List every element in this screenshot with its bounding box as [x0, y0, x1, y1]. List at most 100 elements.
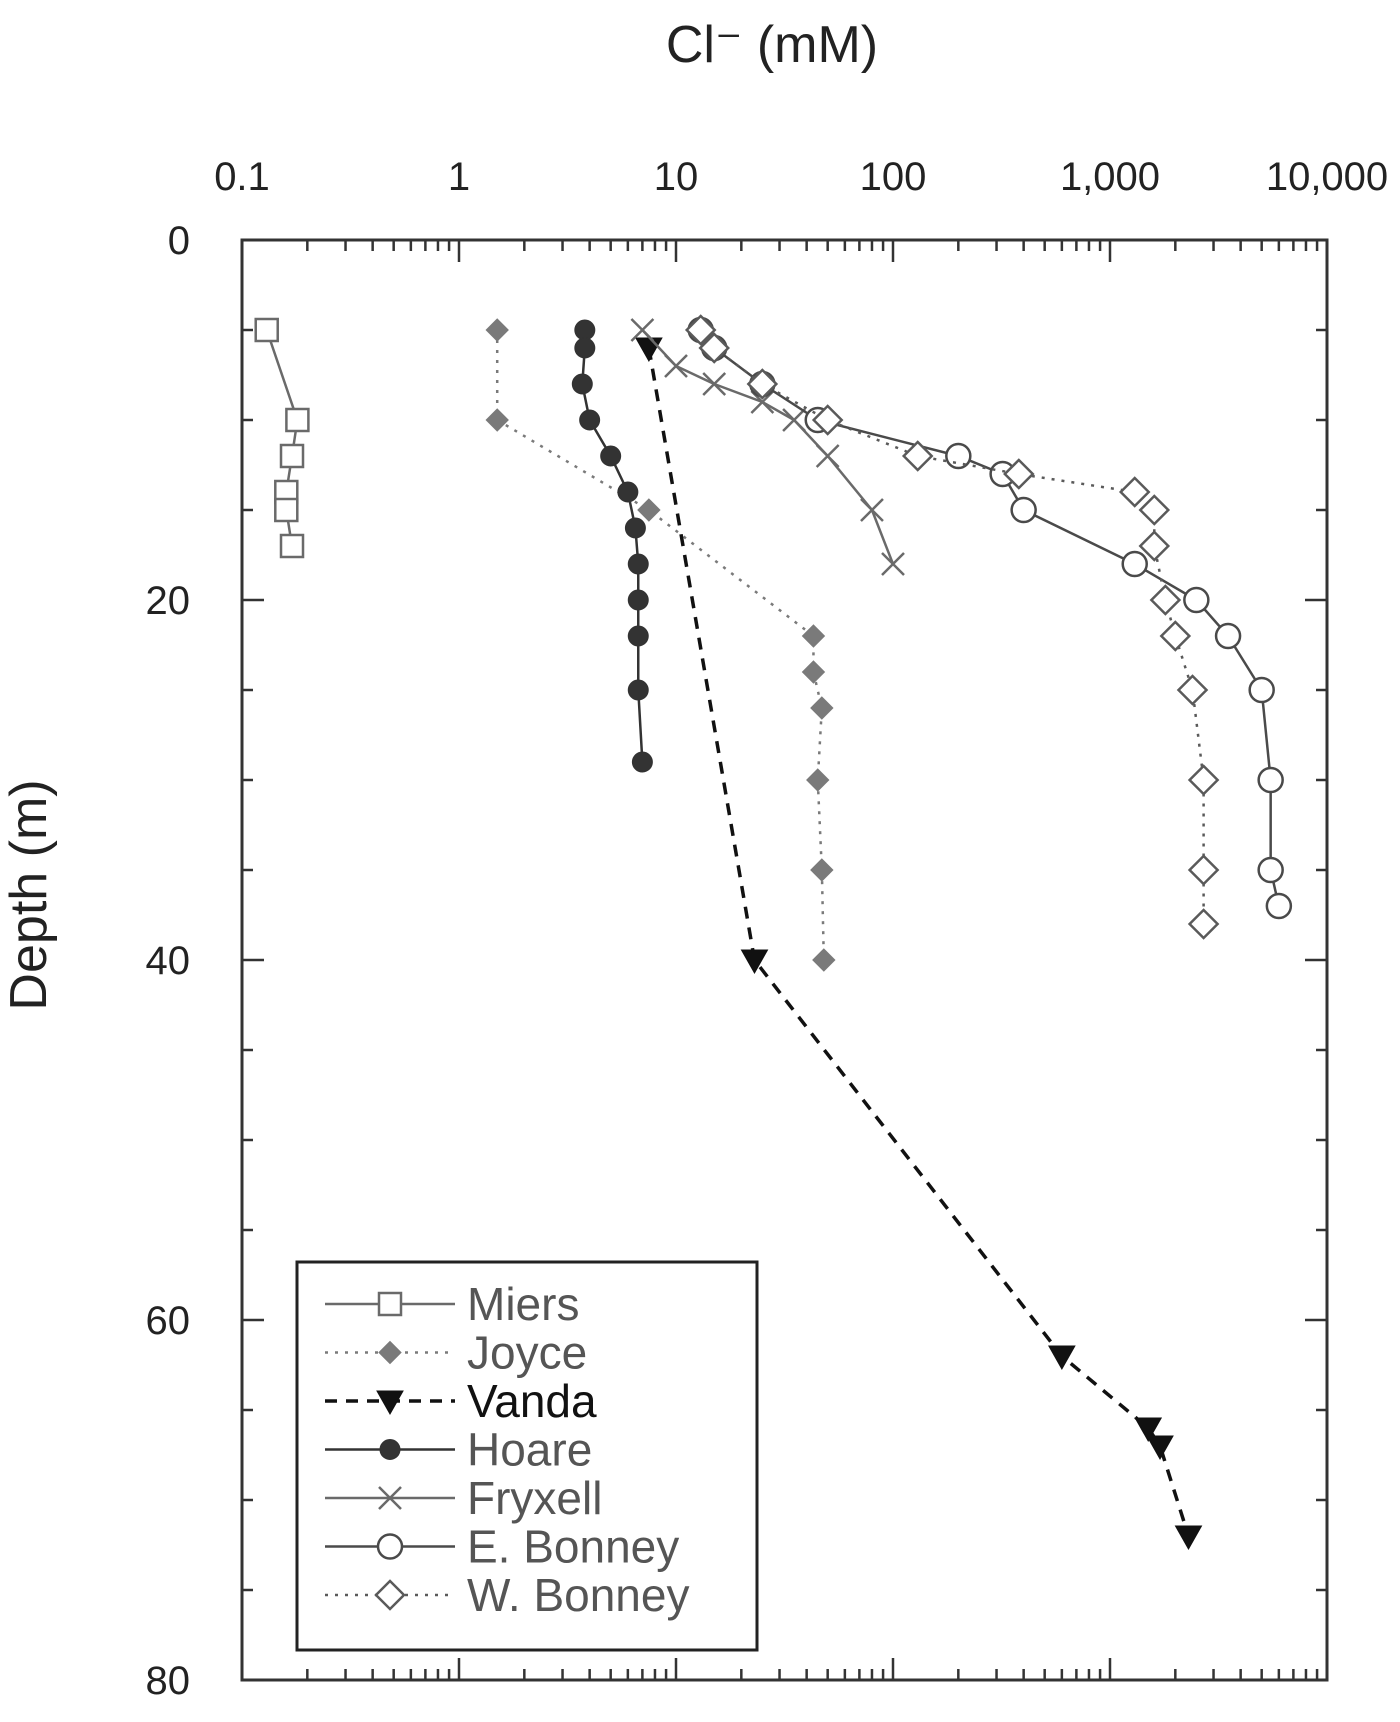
data-series — [254, 314, 1293, 1551]
series-e-bonney — [687, 316, 1293, 920]
data-point-hoare — [574, 337, 596, 359]
series-miers — [254, 317, 310, 559]
data-point-joyce — [637, 498, 661, 522]
data-point-w-bonney — [684, 314, 717, 346]
series-joyce — [485, 318, 836, 972]
data-point-hoare — [617, 481, 639, 503]
data-point-w-bonney — [1159, 620, 1192, 652]
data-point-w-bonney — [1118, 476, 1151, 508]
data-point-vanda — [635, 337, 663, 363]
data-point-w-bonney — [901, 440, 934, 472]
legend-label-hoare: Hoare — [467, 1424, 592, 1476]
y-axis-title: Depth (m) — [0, 779, 58, 1010]
x-tick-label: 100 — [860, 155, 927, 199]
data-point-hoare — [574, 319, 596, 341]
data-point-joyce — [810, 858, 834, 882]
data-point-joyce — [801, 660, 826, 684]
data-point-hoare — [579, 409, 601, 431]
legend-marker-miers — [377, 1291, 403, 1317]
data-point-joyce — [812, 948, 836, 972]
series-line-vanda — [647, 347, 1191, 1537]
legend-label-w-bonney: W. Bonney — [467, 1569, 689, 1621]
x-tick-label: 1 — [448, 155, 470, 199]
data-point-w-bonney — [811, 404, 844, 436]
data-point-miers — [279, 533, 305, 559]
data-point-fryxell — [702, 372, 727, 396]
data-point-vanda — [1174, 1525, 1203, 1551]
x-tick-label: 10 — [654, 155, 699, 199]
data-point-w-bonney — [698, 332, 730, 364]
y-tick-label: 20 — [146, 579, 191, 623]
x-tick-label: 1,000 — [1060, 155, 1160, 199]
legend-marker-hoare — [379, 1439, 401, 1460]
data-point-miers — [274, 497, 299, 523]
data-point-w-bonney — [1138, 494, 1171, 526]
data-point-w-bonney — [746, 368, 779, 400]
x-axis-title: Cl⁻ (mM) — [666, 16, 878, 74]
legend-frame — [295, 1260, 759, 1652]
data-point-vanda — [1048, 1345, 1076, 1371]
data-point-fryxell — [815, 444, 840, 468]
y-tick-label: 60 — [146, 1299, 191, 1343]
x-tick-label: 10,000 — [1266, 155, 1388, 199]
y-tick-label: 0 — [168, 219, 190, 263]
data-point-w-bonney — [1176, 674, 1209, 706]
data-point-vanda — [1134, 1417, 1163, 1443]
data-point-vanda — [740, 949, 769, 975]
data-point-w-bonney — [1187, 908, 1220, 940]
legend-label-e-bonney: E. Bonney — [467, 1521, 679, 1573]
data-point-vanda — [1146, 1435, 1174, 1461]
axis-tick-labels: 0.1 1 10 100 1,000 10,000 0 20 40 60 80 — [146, 155, 1389, 1703]
legend-label-vanda: Vanda — [467, 1375, 597, 1427]
legend-label-fryxell: Fryxell — [467, 1472, 602, 1524]
data-point-joyce — [810, 696, 834, 720]
data-point-e-bonney — [1183, 586, 1210, 614]
y-tick-label: 40 — [146, 939, 191, 983]
data-point-joyce — [801, 624, 826, 648]
data-point-e-bonney — [945, 442, 972, 470]
series-vanda — [635, 337, 1203, 1551]
data-point-w-bonney — [1138, 530, 1171, 562]
data-point-e-bonney — [1121, 550, 1148, 578]
data-point-e-bonney — [1257, 766, 1284, 794]
series-line-joyce — [495, 330, 826, 961]
data-point-miers — [279, 443, 305, 469]
data-point-hoare — [571, 373, 593, 395]
data-point-w-bonney — [1187, 764, 1220, 796]
series-w-bonney — [684, 314, 1220, 940]
legend-marker-fryxell — [378, 1486, 402, 1510]
data-point-w-bonney — [1187, 854, 1220, 886]
series-fryxell — [630, 318, 905, 576]
legend-label-miers: Miers — [467, 1278, 579, 1330]
data-point-hoare — [627, 625, 649, 647]
data-point-hoare — [631, 751, 653, 773]
legend-marker-e-bonney — [376, 1533, 404, 1560]
data-point-joyce — [485, 318, 509, 342]
data-point-miers — [285, 407, 310, 433]
x-tick-label: 0.1 — [214, 155, 270, 199]
axis-ticks — [240, 238, 1329, 1682]
legend-marker-joyce — [378, 1340, 402, 1365]
series-line-fryxell — [641, 329, 895, 565]
data-point-joyce — [806, 768, 830, 792]
data-point-fryxell — [664, 354, 688, 378]
series-line-w-bonney — [699, 329, 1205, 924]
legend-marker-vanda — [376, 1390, 404, 1416]
data-point-e-bonney — [1257, 856, 1284, 884]
data-point-hoare — [624, 517, 646, 539]
legend-label-joyce: Joyce — [467, 1327, 587, 1379]
data-point-e-bonney — [1265, 892, 1293, 920]
series-hoare — [571, 319, 653, 773]
legend-marker-w-bonney — [374, 1579, 406, 1611]
data-point-hoare — [627, 589, 649, 611]
data-point-fryxell — [881, 552, 905, 576]
data-point-hoare — [627, 553, 649, 575]
data-point-fryxell — [630, 318, 655, 342]
data-point-joyce — [485, 408, 509, 432]
data-point-hoare — [627, 679, 649, 701]
data-point-fryxell — [782, 408, 806, 432]
y-tick-label: 80 — [146, 1659, 191, 1703]
data-point-w-bonney — [1003, 458, 1035, 490]
data-point-e-bonney — [1248, 676, 1275, 704]
